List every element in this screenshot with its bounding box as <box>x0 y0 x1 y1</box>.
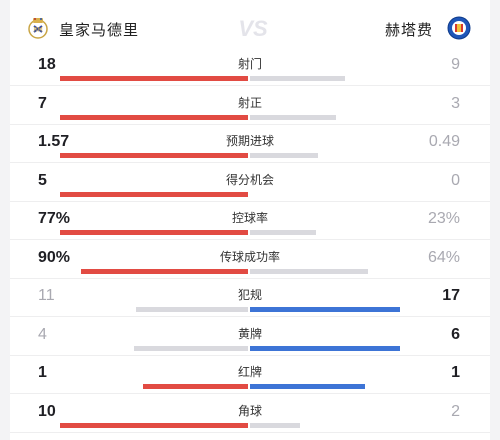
stats-list: 18 射门 9 7 射正 3 1.57 预期进球 0.49 5 得分机会 0 77% 控球率 23% 90% 传… <box>10 48 490 440</box>
home-stat-value: 90% <box>38 248 71 266</box>
home-stat-value: 5 <box>38 171 47 189</box>
away-stat-bar <box>250 345 400 351</box>
stat-row: 90% 传球成功率 64% <box>10 241 490 279</box>
away-bar-track <box>250 422 440 428</box>
home-stat-value: 77% <box>38 210 71 227</box>
stat-label: 黄牌 <box>237 326 262 341</box>
away-stat-value: 23% <box>427 210 460 227</box>
row-divider <box>10 85 490 86</box>
away-stat-value: 0 <box>451 171 460 189</box>
stat-label: 传球成功率 <box>219 249 280 264</box>
getafe-crest-icon <box>447 16 471 40</box>
vs-label: VS <box>238 16 268 41</box>
stat-row: 5 得分机会 0 <box>10 164 490 202</box>
stat-row: 18 射门 9 <box>10 48 490 86</box>
stat-label: 控球率 <box>231 211 268 225</box>
away-stat-bar <box>250 384 365 389</box>
home-stat-value: 1.57 <box>38 133 70 150</box>
away-bar-track <box>250 153 440 158</box>
away-stat-value: 3 <box>451 94 460 112</box>
stat-row: 7 射正 3 <box>10 87 490 125</box>
row-divider <box>10 162 490 163</box>
row-divider <box>10 316 490 317</box>
away-bar-track <box>250 268 440 274</box>
row-divider <box>10 431 490 433</box>
stat-label: 得分机会 <box>225 172 274 187</box>
stat-label: 射正 <box>237 95 262 110</box>
home-stat-value: 18 <box>38 56 56 73</box>
away-stat-bar <box>250 268 368 274</box>
home-bar-track <box>58 422 248 428</box>
home-team-name: 皇家马德里 <box>59 22 140 39</box>
home-bar-track <box>58 345 248 351</box>
stat-label: 预期进球 <box>225 134 274 148</box>
home-stat-value: 1 <box>38 364 47 381</box>
away-stat-bar <box>250 230 316 235</box>
home-stat-bar <box>60 191 248 197</box>
home-stat-value: 7 <box>38 94 47 112</box>
away-stat-bar <box>250 153 318 158</box>
svg-text:RM: RM <box>33 27 42 34</box>
row-divider <box>10 200 490 202</box>
stat-row: 77% 控球率 23% <box>10 202 490 240</box>
stat-row: 1 红牌 1 <box>10 356 490 394</box>
home-bar-track <box>58 191 248 197</box>
home-stat-value: 11 <box>38 287 55 304</box>
stat-label: 角球 <box>237 403 262 418</box>
away-stat-bar <box>250 76 345 81</box>
home-bar-track <box>58 268 248 274</box>
away-bar-track <box>250 192 440 197</box>
home-stat-bar <box>81 268 248 274</box>
away-bar-track <box>250 76 440 81</box>
home-bar-track <box>58 76 248 81</box>
away-stat-bar <box>250 307 400 312</box>
real-madrid-crest-icon: RM <box>28 18 48 39</box>
home-stat-bar <box>136 307 248 312</box>
home-bar-track <box>58 114 248 120</box>
away-stat-value: 9 <box>451 56 460 73</box>
away-stat-value: 0.49 <box>428 133 460 150</box>
home-stat-bar <box>60 76 248 81</box>
away-stat-value: 1 <box>451 364 460 381</box>
row-divider <box>10 354 490 356</box>
home-bar-track <box>58 384 248 389</box>
home-stat-bar <box>60 422 248 428</box>
home-stat-bar <box>143 384 248 389</box>
match-header: RM 皇家马德里 VS 赫塔费 <box>10 10 490 46</box>
away-stat-bar <box>250 422 300 428</box>
home-stat-bar <box>134 345 248 351</box>
stat-row: 11 犯规 17 <box>10 279 490 317</box>
home-stat-value: 4 <box>38 325 47 343</box>
away-bar-track <box>250 384 440 389</box>
away-stat-value: 64% <box>427 248 460 266</box>
stat-row: 4 黄牌 6 <box>10 318 490 356</box>
stat-row: 1.57 预期进球 0.49 <box>10 125 490 163</box>
home-bar-track <box>58 230 248 235</box>
home-stat-bar <box>60 230 248 235</box>
away-bar-track <box>250 230 440 235</box>
away-bar-track <box>250 307 440 312</box>
stat-row: 10 角球 2 <box>10 395 490 433</box>
row-divider <box>10 239 490 240</box>
away-stat-bar <box>250 114 336 120</box>
home-stat-bar <box>60 153 248 158</box>
stat-label: 射门 <box>237 57 262 71</box>
home-bar-track <box>58 307 248 312</box>
stat-label: 红牌 <box>237 365 262 379</box>
home-stat-value: 10 <box>38 402 56 420</box>
row-divider <box>10 123 490 125</box>
row-divider <box>10 393 490 394</box>
away-bar-track <box>250 345 440 351</box>
row-divider <box>10 277 490 279</box>
away-team-name: 赫塔费 <box>384 22 433 39</box>
match-stats-card: RM 皇家马德里 VS 赫塔费 18 射门 9 7 射正 3 1.57 预期进球 0.49 5 得分… <box>10 0 490 440</box>
away-stat-value: 6 <box>451 325 460 343</box>
away-stat-value: 17 <box>442 287 460 304</box>
away-bar-track <box>250 114 440 120</box>
stat-label: 犯规 <box>237 288 262 302</box>
home-stat-bar <box>60 114 248 120</box>
home-bar-track <box>58 153 248 158</box>
away-stat-value: 2 <box>451 402 460 420</box>
